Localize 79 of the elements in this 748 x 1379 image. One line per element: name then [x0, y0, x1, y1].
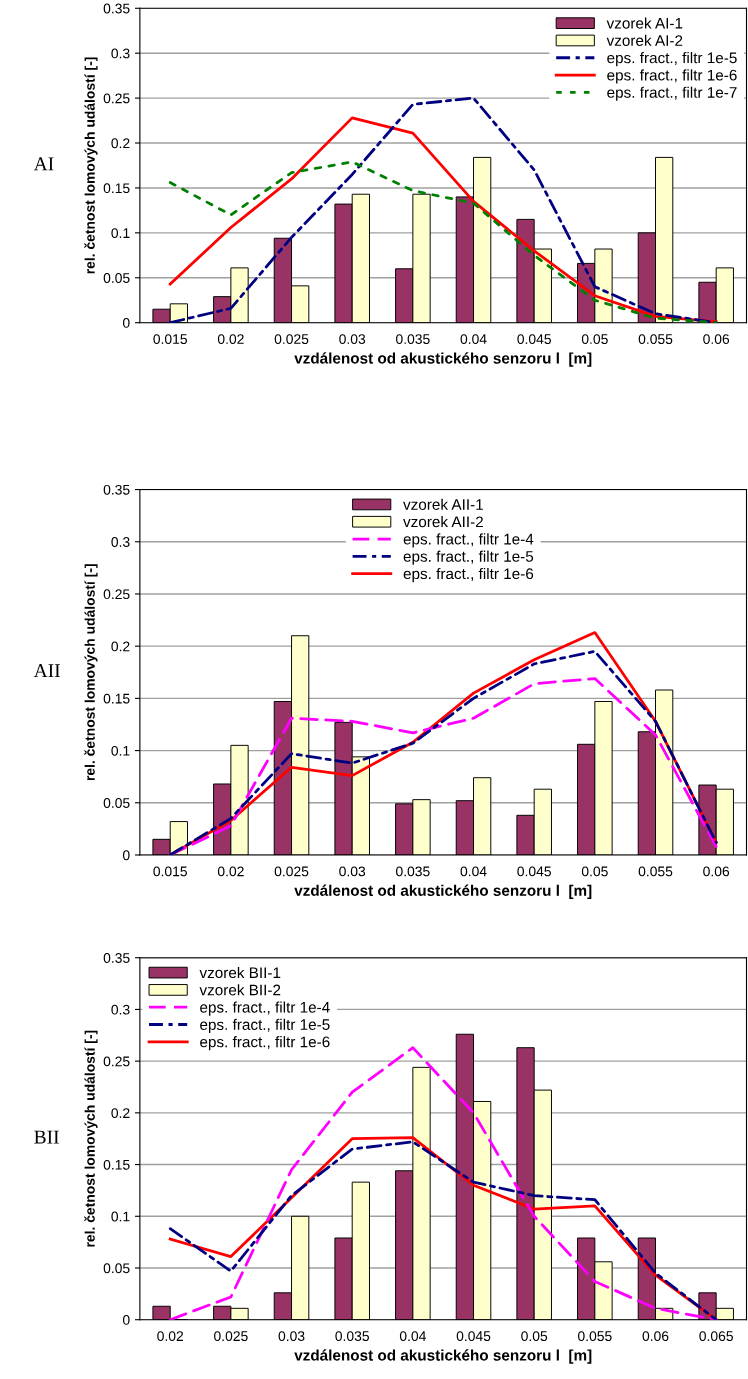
x-tick-label: 0.03: [339, 866, 366, 877]
y-tick-label: 0.3: [111, 1004, 130, 1015]
legend-label: vzorek BII-2: [199, 984, 281, 996]
y-tick-label: 0.25: [103, 1056, 130, 1067]
x-tick-label: 0.025: [274, 866, 309, 877]
x-tick-label: 0.04: [460, 334, 487, 344]
y-tick-label: 0.2: [111, 641, 130, 652]
x-tick-label: 0.02: [217, 334, 244, 344]
x-tick-label: 0.05: [581, 334, 608, 344]
legend-label: eps. fract., filtr 1e-7: [607, 86, 737, 101]
legend-label: vzorek AI-1: [606, 17, 683, 29]
legend-label: eps. fract., filtr 1e-6: [200, 1036, 330, 1051]
y-tick-label: 0.3: [111, 48, 130, 59]
x-axis-title: vzdálenost od akustického senzoru l [m]: [294, 884, 592, 899]
legend-label: vzorek BII-1: [199, 966, 281, 979]
text: AI: [33, 157, 54, 171]
x-axis-title: vzdálenost od akustického senzoru l [m]: [294, 1349, 592, 1364]
x-tick-label: 0.03: [339, 334, 366, 344]
y-tick-label: 0: [122, 850, 130, 861]
x-tick-label: 0.045: [517, 866, 551, 877]
x-tick-label: 0.04: [399, 1331, 426, 1342]
x-tick-label: 0.035: [335, 1331, 369, 1342]
y-tick-label: 0.15: [103, 693, 130, 704]
y-tick-label: 0.05: [103, 1263, 130, 1274]
y-tick-label: 0.2: [111, 138, 130, 149]
text: AII: [33, 664, 60, 677]
x-tick-label: 0.03: [278, 1331, 305, 1342]
y-tick-label: 0.1: [111, 228, 130, 239]
legend-label: eps. fract., filtr 1e-6: [403, 567, 534, 583]
x-tick-label: 0.055: [638, 866, 673, 877]
y-tick-label: 0.25: [103, 93, 130, 104]
legend-label: eps. fract., filtr 1e-5: [403, 550, 534, 565]
x-tick-label: 0.06: [703, 866, 730, 877]
x-axis-title: vzdálenost od akustického senzoru l [m]: [294, 352, 592, 367]
y-tick-label: 0.35: [103, 953, 130, 963]
line-series: [168, 160, 718, 323]
legend-label: eps. fract., filtr 1e-4: [200, 1001, 330, 1016]
x-tick-label: 0.045: [517, 334, 551, 344]
legend-label: vzorek AII-2: [403, 516, 483, 528]
legend-label: eps. fract., filtr 1e-5: [607, 52, 737, 67]
x-tick-label: 0.02: [157, 1331, 184, 1342]
y-tick-label: 0.1: [111, 745, 130, 756]
x-tick-label: 0.065: [699, 1331, 733, 1342]
x-tick-label: 0.045: [456, 1331, 491, 1342]
y-axis-title: rel. četnost lomových událostí [-]: [84, 564, 98, 781]
y-tick-label: 0.35: [103, 3, 130, 14]
x-tick-label: 0.04: [460, 866, 487, 877]
y-tick-label: 0.3: [111, 537, 130, 547]
y-tick-label: 0.35: [103, 484, 130, 495]
y-tick-label: 0.15: [103, 183, 130, 194]
x-tick-label: 0.06: [642, 1331, 669, 1342]
y-tick-label: 0.2: [111, 1108, 130, 1119]
y-axis-title: rel. četnost lomových událostí [-]: [84, 1030, 98, 1247]
x-tick-label: 0.015: [153, 866, 187, 877]
x-tick-label: 0.055: [638, 334, 673, 344]
legend-label: vzorek AII-1: [403, 498, 483, 510]
y-tick-label: 0.05: [103, 798, 130, 808]
legend-label: vzorek AI-2: [606, 34, 683, 46]
x-tick-label: 0.06: [703, 334, 730, 344]
x-tick-label: 0.025: [214, 1331, 248, 1342]
x-tick-label: 0.015: [153, 334, 187, 344]
x-tick-label: 0.035: [396, 866, 430, 877]
x-tick-label: 0.02: [217, 866, 244, 877]
x-tick-label: 0.055: [578, 1331, 612, 1342]
y-tick-label: 0: [122, 318, 130, 328]
x-tick-label: 0.05: [521, 1331, 548, 1342]
text: BII: [34, 1130, 59, 1144]
legend-label: eps. fract., filtr 1e-6: [607, 69, 737, 84]
y-tick-label: 0.05: [103, 273, 130, 283]
y-tick-label: 0.1: [111, 1211, 130, 1222]
y-tick-label: 0: [122, 1315, 130, 1325]
x-tick-label: 0.035: [396, 334, 430, 344]
x-tick-label: 0.025: [274, 334, 309, 344]
y-tick-label: 0.15: [103, 1159, 130, 1170]
x-tick-label: 0.05: [581, 866, 608, 877]
legend-label: eps. fract., filtr 1e-5: [200, 1018, 330, 1034]
y-axis-title: rel. četnost lomových událostí [-]: [84, 57, 98, 274]
y-tick-label: 0.25: [103, 589, 130, 600]
legend-label: eps. fract., filtr 1e-4: [403, 533, 534, 548]
